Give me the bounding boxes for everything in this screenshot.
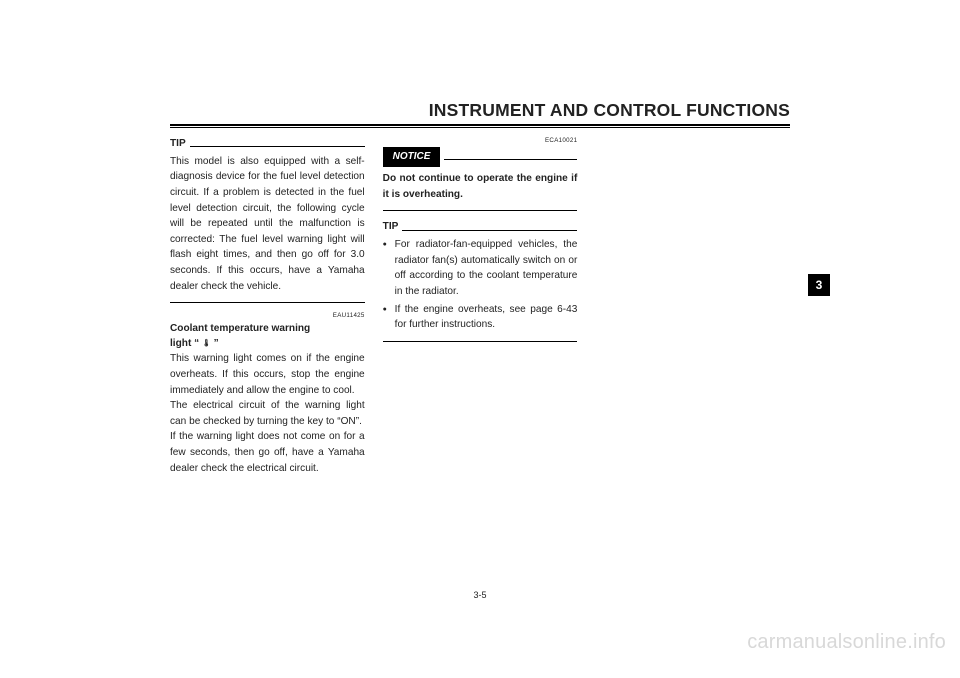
separator — [170, 302, 365, 303]
tip-header-2: TIP — [383, 219, 578, 235]
subheading-prefix: light — [170, 338, 191, 349]
notice-body: Do not continue to operate the engine if… — [383, 171, 578, 202]
list-item: If the engine overheats, see page 6-43 f… — [383, 302, 578, 333]
tip-rule-2 — [402, 230, 577, 231]
separator-3 — [383, 341, 578, 342]
notice-header: NOTICE — [383, 147, 578, 168]
quote-close: ” — [211, 338, 219, 349]
page-content: INSTRUMENT AND CONTROL FUNCTIONS TIP Thi… — [170, 100, 790, 600]
tip-header: TIP — [170, 136, 365, 152]
page-title: INSTRUMENT AND CONTROL FUNCTIONS — [170, 100, 790, 124]
column-right — [595, 136, 790, 476]
body-para-3: If the warning light does not come on fo… — [170, 429, 365, 476]
title-rule-thick — [170, 124, 790, 126]
ref-code-2: ECA10021 — [383, 136, 578, 146]
ref-code: EAU11425 — [170, 311, 365, 321]
notice-badge: NOTICE — [383, 147, 441, 168]
subheading-line1: Coolant temperature warning — [170, 322, 365, 337]
title-rule-thin — [170, 127, 790, 128]
page-number: 3-5 — [473, 590, 486, 600]
tip-label: TIP — [170, 136, 186, 152]
tip-body: This model is also equipped with a self-… — [170, 154, 365, 295]
watermark: carmanualsonline.info — [747, 631, 946, 654]
column-middle: ECA10021 NOTICE Do not continue to opera… — [383, 136, 578, 476]
temperature-icon: 🌡 — [202, 339, 211, 349]
column-left: TIP This model is also equipped with a s… — [170, 136, 365, 476]
chapter-tab: 3 — [808, 274, 830, 296]
quote-open: “ — [194, 338, 202, 349]
columns: TIP This model is also equipped with a s… — [170, 136, 790, 476]
tip-rule — [190, 146, 365, 147]
body-para-1: This warning light comes on if the engin… — [170, 351, 365, 398]
notice-rule — [444, 159, 577, 160]
subheading-line2: light “ 🌡 ” — [170, 337, 365, 352]
separator-2 — [383, 210, 578, 211]
tip-bullet-list: For radiator-fan-equipped vehicles, the … — [383, 237, 578, 333]
body-para-2: The electrical circuit of the warning li… — [170, 398, 365, 429]
tip-label-2: TIP — [383, 219, 399, 235]
list-item: For radiator-fan-equipped vehicles, the … — [383, 237, 578, 300]
